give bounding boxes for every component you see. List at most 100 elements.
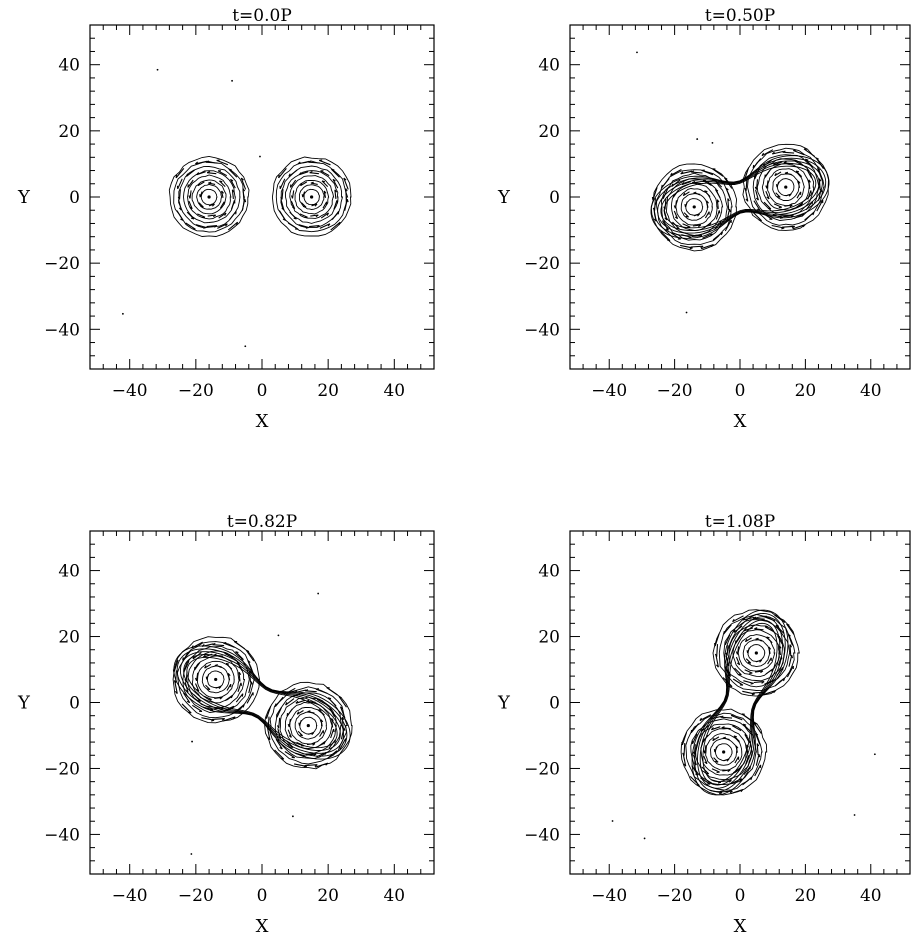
vector-arrowhead <box>220 707 224 711</box>
vector-arrowhead <box>308 160 312 163</box>
velocity-vector <box>763 616 776 622</box>
velocity-vector <box>756 743 759 756</box>
velocity-vector <box>307 711 315 714</box>
velocity-vector <box>679 244 693 249</box>
vector-arrowhead <box>753 616 757 619</box>
velocity-vector <box>191 641 203 649</box>
vector-arrowhead <box>276 725 280 729</box>
velocity-vector <box>755 189 759 201</box>
velocity-vector <box>712 168 724 177</box>
velocity-vector <box>320 212 329 219</box>
velocity-vector <box>284 751 295 759</box>
vector-arrowhead <box>341 716 345 720</box>
velocity-vector <box>320 170 330 177</box>
vector-arrowhead <box>274 703 277 707</box>
vector-arrowhead <box>205 676 208 680</box>
vector-arrowhead <box>699 235 703 238</box>
vector-arrowhead <box>782 150 786 153</box>
vector-arrowhead <box>762 163 766 167</box>
velocity-vector <box>721 779 732 783</box>
density-peak-marker <box>784 185 788 189</box>
velocity-vector <box>183 692 191 703</box>
vector-arrowhead <box>733 629 736 633</box>
velocity-vector <box>716 644 719 657</box>
vector-arrowhead <box>208 181 212 184</box>
field-particle <box>121 312 124 315</box>
vector-arrowhead <box>749 766 751 770</box>
vector-arrowhead <box>227 673 231 677</box>
velocity-vector <box>700 777 711 785</box>
velocity-vector <box>295 752 306 757</box>
vector-arrowhead <box>214 664 218 667</box>
velocity-vector <box>310 214 319 217</box>
vector-arrowhead <box>748 755 750 759</box>
velocity-vector <box>796 191 802 199</box>
velocity-vector <box>212 644 225 647</box>
vector-arrowhead <box>721 726 725 729</box>
vector-arrowhead <box>311 732 315 736</box>
velocity-vector <box>663 209 668 221</box>
velocity-vector <box>699 714 712 722</box>
velocity-vector <box>714 633 720 647</box>
velocity-vector <box>743 765 751 775</box>
envelope-contour <box>176 648 348 757</box>
velocity-vector <box>731 714 743 721</box>
velocity-vector <box>195 160 208 165</box>
velocity-vector <box>783 215 794 218</box>
velocity-vector <box>693 192 701 195</box>
velocity-vector <box>213 707 224 710</box>
velocity-vector <box>327 750 338 759</box>
vector-arrowhead <box>661 184 663 188</box>
velocity-vector <box>774 171 782 177</box>
velocity-vector <box>192 704 203 712</box>
vector-arrowhead <box>238 671 242 676</box>
vector-arrowhead <box>712 737 715 741</box>
density-contour <box>191 179 227 215</box>
vector-arrowhead <box>704 190 708 193</box>
velocity-vector <box>743 167 750 181</box>
velocity-vector <box>229 210 237 221</box>
velocity-vector <box>732 725 742 732</box>
velocity-vector <box>661 220 669 231</box>
vector-arrowhead <box>717 781 722 784</box>
x-tick-label: −20 <box>657 381 693 401</box>
vector-arrowhead <box>761 152 765 156</box>
velocity-vector <box>731 778 742 784</box>
velocity-vector <box>309 172 319 175</box>
velocity-vector <box>192 651 202 660</box>
velocity-vector <box>185 671 188 682</box>
vector-arrowhead <box>789 204 793 208</box>
vector-arrowhead <box>715 760 719 763</box>
vector-arrowhead <box>285 702 288 706</box>
velocity-vector <box>291 190 295 199</box>
vector-arrowhead <box>720 231 724 236</box>
vector-arrowhead <box>652 207 656 211</box>
velocity-vector <box>700 724 710 732</box>
vector-arrowhead <box>778 645 782 649</box>
velocity-vector <box>319 159 331 166</box>
velocity-vector <box>742 723 752 733</box>
vector-arrowhead <box>680 171 684 175</box>
density-contour <box>742 143 829 231</box>
vector-arrowhead <box>685 215 689 218</box>
y-tick-label: 40 <box>58 56 80 76</box>
velocity-vector <box>764 169 771 178</box>
velocity-vector <box>276 707 282 718</box>
vector-arrowhead <box>740 789 744 793</box>
vector-arrowhead <box>727 198 730 202</box>
velocity-vector <box>689 776 700 786</box>
velocity-vector <box>334 189 337 199</box>
velocity-vector <box>753 200 761 211</box>
contour-plot <box>636 51 830 314</box>
vector-arrowhead <box>781 227 785 230</box>
x-tick-label: −40 <box>112 886 148 906</box>
velocity-vector <box>755 754 760 766</box>
vector-arrowhead <box>346 199 349 203</box>
vector-arrowhead <box>745 198 749 202</box>
velocity-vector <box>730 788 744 795</box>
vector-arrowhead <box>212 642 216 646</box>
velocity-vector <box>315 688 328 694</box>
velocity-vector <box>803 148 816 157</box>
vector-arrowhead <box>336 200 339 204</box>
y-tick-label: 0 <box>549 694 560 714</box>
